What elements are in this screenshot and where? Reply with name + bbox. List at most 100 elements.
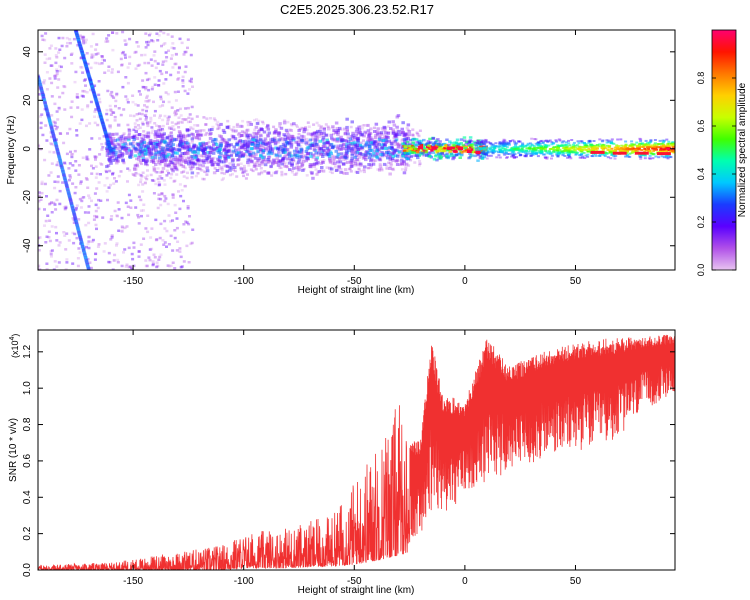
heatmap-cell: [347, 149, 351, 153]
heatmap-cell: [77, 247, 81, 250]
heatmap-cell: [377, 131, 381, 135]
heatmap-cell: [243, 140, 247, 144]
heatmap-cell: [577, 142, 581, 145]
heatmap-cell: [226, 119, 230, 123]
heatmap-cell: [290, 124, 294, 127]
heatmap-cell: [174, 112, 178, 116]
heatmap-cell: [443, 147, 447, 150]
heatmap-cell: [146, 122, 150, 125]
heatmap-cell: [530, 144, 534, 147]
heatmap-cell: [186, 171, 189, 175]
heatmap-cell: [528, 145, 532, 148]
heatmap-cell: [649, 139, 653, 142]
heatmap-cell: [313, 131, 317, 134]
heatmap-cell: [120, 230, 124, 233]
heatmap-cell: [231, 135, 236, 139]
heatmap-cell: [65, 152, 69, 156]
heatmap-cell: [507, 142, 511, 145]
colorbar-label: Normalized spectral amplitude: [737, 82, 748, 217]
heatmap-cell: [332, 159, 336, 162]
heatmap-cell: [399, 147, 403, 150]
heatmap-cell: [186, 207, 190, 210]
heatmap-cell: [222, 160, 226, 164]
heatmap-cell: [170, 139, 174, 143]
heatmap-cell: [392, 150, 396, 154]
heatmap-cell: [283, 140, 286, 144]
heatmap-cell: [462, 150, 467, 153]
heatmap-cell: [253, 163, 257, 167]
heatmap-cell: [368, 139, 372, 142]
heatmap-cell: [312, 162, 317, 166]
heatmap-cell: [242, 131, 246, 134]
heatmap-cell: [345, 154, 349, 158]
heatmap-cell: [634, 148, 638, 151]
heatmap-cell: [86, 62, 90, 66]
heatmap-cell: [169, 127, 173, 130]
heatmap-cell: [233, 169, 237, 173]
heatmap-cell: [56, 161, 60, 164]
heatmap-cell: [177, 162, 181, 165]
heatmap-cell: [369, 136, 373, 140]
heatmap-cell: [647, 149, 651, 152]
heatmap-cell: [641, 146, 645, 148]
heatmap-cell: [182, 152, 187, 155]
heatmap-cell: [327, 142, 331, 145]
heatmap-cell: [134, 67, 138, 70]
heatmap-cell: [170, 167, 174, 171]
heatmap-cell: [217, 126, 221, 130]
heatmap-cell: [328, 146, 331, 150]
heatmap-cell: [400, 127, 404, 131]
heatmap-cell: [511, 139, 515, 142]
heatmap-cell: [112, 143, 116, 147]
heatmap-cell: [404, 162, 409, 166]
heatmap-cell: [588, 145, 592, 148]
heatmap-cell: [501, 140, 505, 143]
heatmap-cell: [145, 40, 149, 44]
heatmap-cell: [653, 143, 657, 146]
heatmap-cell: [231, 158, 235, 162]
heatmap-cell: [123, 140, 127, 144]
heatmap-cell: [418, 162, 422, 165]
heatmap-cell: [470, 154, 474, 157]
heatmap-cell: [100, 55, 104, 58]
heatmap-cell: [212, 148, 216, 152]
heatmap-cell: [548, 153, 552, 155]
heatmap-cell: [158, 141, 162, 145]
heatmap-cell: [114, 99, 118, 103]
heatmap-cell: [224, 156, 228, 160]
heatmap-cell: [100, 55, 104, 58]
heatmap-cell: [318, 139, 322, 143]
heatmap-cell: [161, 170, 165, 174]
heatmap-cell: [162, 31, 166, 35]
heatmap-cell: [224, 144, 228, 148]
heatmap-cell: [38, 194, 41, 198]
heatmap-cell: [275, 170, 279, 173]
heatmap-cell: [610, 142, 614, 145]
heatmap-cell: [666, 147, 670, 150]
heatmap-cell: [468, 155, 472, 159]
snr-y-ticks: 0.00.20.40.60.81.01.2: [22, 344, 675, 577]
heatmap-cell: [70, 155, 74, 159]
heatmap-cell: [308, 163, 313, 167]
heatmap-cell: [169, 234, 173, 238]
heatmap-cell: [43, 38, 47, 42]
heatmap-cell: [142, 130, 146, 133]
heatmap-cell: [161, 153, 166, 157]
heatmap-cell: [221, 154, 225, 158]
heatmap-cell: [57, 36, 61, 40]
heatmap-cell: [466, 149, 472, 153]
heatmap-cell: [82, 79, 86, 82]
heatmap-cell: [339, 167, 343, 171]
heatmap-cell: [630, 151, 634, 154]
heatmap-cell: [248, 133, 252, 137]
heatmap-cell: [96, 123, 100, 127]
heatmap-cell: [115, 146, 119, 150]
heatmap-cell: [170, 157, 174, 160]
heatmap-cell: [610, 147, 614, 150]
heatmap-y-tick-label: 20: [22, 94, 33, 106]
heatmap-cell: [383, 126, 387, 130]
heatmap-cell: [333, 137, 337, 141]
heatmap-cell: [319, 169, 323, 172]
heatmap-cell: [396, 142, 399, 145]
heatmap-cell: [354, 130, 359, 133]
